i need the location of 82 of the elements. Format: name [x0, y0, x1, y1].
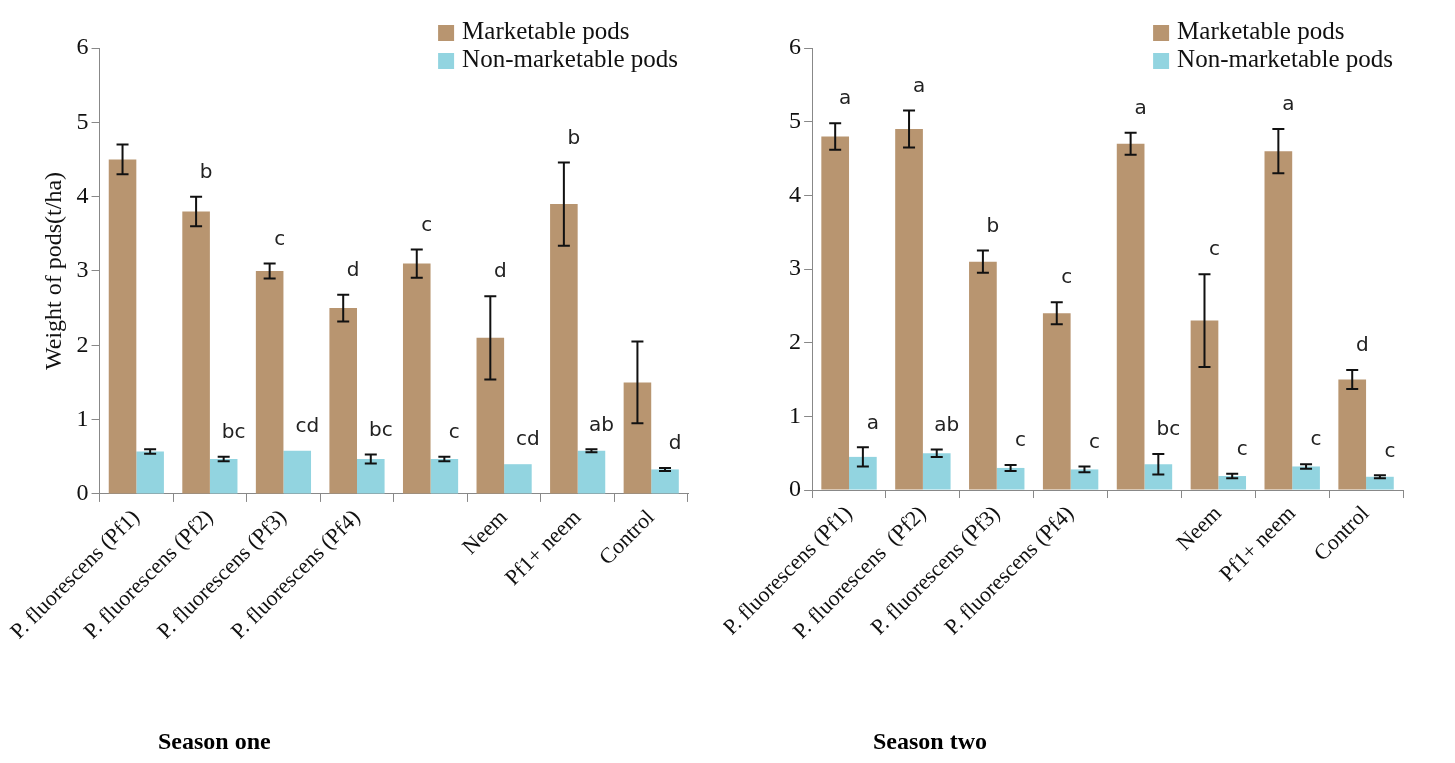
- y-tick-label: 4: [789, 180, 802, 207]
- data-label: d: [1355, 332, 1369, 357]
- bar: [255, 270, 284, 494]
- y-tick-label: 0: [76, 479, 89, 506]
- data-label: a: [912, 72, 926, 97]
- bar: [969, 261, 997, 490]
- y-tick-label: 6: [789, 33, 802, 60]
- data-label: a: [839, 85, 852, 110]
- y-tick-label: 3: [76, 256, 89, 283]
- bar: [136, 451, 164, 494]
- y-tick-label: 5: [789, 106, 802, 133]
- bar: [1042, 313, 1071, 490]
- bar: [1144, 464, 1173, 490]
- text: Season two: [873, 728, 988, 755]
- bar: [108, 159, 137, 494]
- bar: [1070, 469, 1099, 490]
- bar: [402, 263, 431, 494]
- data-label: cd: [295, 413, 320, 438]
- data-label: bc: [368, 416, 393, 441]
- bar: [476, 337, 505, 494]
- data-label: b: [567, 124, 581, 149]
- bar: [895, 129, 923, 490]
- y-tick-label: 2: [76, 330, 89, 357]
- bar: [996, 467, 1025, 490]
- data-label: ab: [588, 411, 614, 436]
- legend-label: Marketable pods: [1177, 17, 1345, 45]
- data-label: a: [1134, 94, 1147, 119]
- bar: [430, 459, 459, 494]
- bar: [1116, 143, 1145, 490]
- bar: [283, 450, 312, 494]
- bar: [1292, 466, 1320, 490]
- bar: [1366, 476, 1394, 490]
- bar: [1338, 379, 1367, 490]
- data-label: b: [199, 158, 213, 183]
- bar: [623, 382, 652, 494]
- data-label: a: [1282, 91, 1295, 116]
- y-tick-label: 1: [76, 404, 89, 431]
- data-label: cd: [516, 426, 540, 451]
- y-tick-label: 2: [789, 327, 802, 354]
- y-tick-label: 5: [76, 107, 89, 134]
- y-tick-label: 6: [76, 33, 89, 60]
- bar: [329, 308, 357, 494]
- data-label: d: [493, 258, 507, 283]
- y-tick-label: 3: [789, 254, 802, 281]
- data-label: c: [1061, 264, 1073, 289]
- bar: [1218, 476, 1247, 490]
- bar: [550, 204, 578, 494]
- bar: [1264, 151, 1293, 490]
- bar: [182, 211, 210, 494]
- data-label: c: [421, 211, 433, 236]
- bar: [209, 459, 238, 494]
- bar: [357, 459, 385, 494]
- bar: [849, 456, 877, 490]
- data-label: c: [1088, 428, 1100, 453]
- bar: [1190, 320, 1219, 490]
- bar: [821, 136, 850, 490]
- text: Season one: [158, 728, 272, 755]
- legend-label: Marketable pods: [462, 17, 630, 45]
- data-label: c: [1310, 426, 1322, 451]
- bar: [651, 469, 679, 494]
- data-label: d: [346, 256, 360, 281]
- data-label: c: [448, 418, 460, 443]
- y-tick-label: 1: [789, 401, 802, 428]
- data-label: bc: [221, 418, 246, 443]
- y-axis-title: Weight of pods(t/ha): [40, 171, 67, 370]
- legend-label: Non-marketable pods: [462, 45, 678, 73]
- data-label: c: [1015, 427, 1027, 452]
- data-label: bc: [1156, 416, 1181, 441]
- y-tick-label: 4: [76, 181, 89, 208]
- data-label: c: [1384, 437, 1396, 462]
- bar: [577, 450, 606, 494]
- data-label: d: [668, 430, 682, 455]
- bar: [922, 453, 951, 490]
- data-label: c: [1208, 236, 1220, 261]
- data-label: a: [866, 409, 880, 434]
- y-tick-label: 0: [789, 475, 802, 502]
- bar: [504, 464, 532, 494]
- legend-label: Non-marketable pods: [1177, 45, 1393, 73]
- data-label: b: [986, 212, 1000, 237]
- data-label: c: [274, 225, 286, 250]
- data-label: c: [1236, 436, 1248, 461]
- data-label: ab: [934, 411, 960, 436]
